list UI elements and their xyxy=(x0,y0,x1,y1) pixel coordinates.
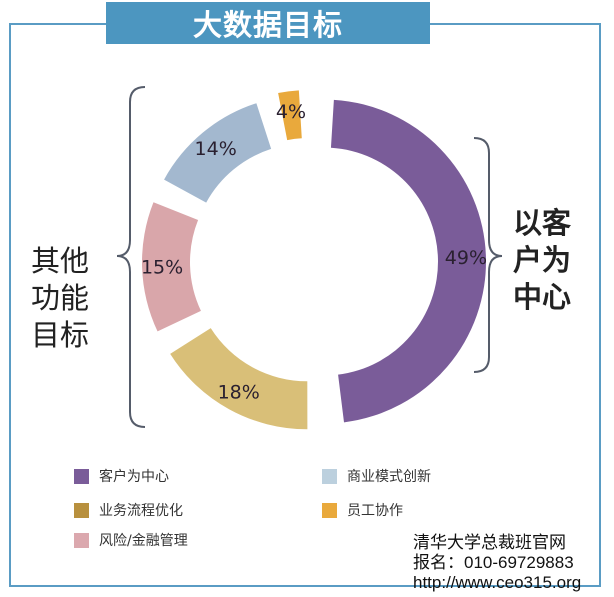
legend-item: 业务流程优化 xyxy=(74,500,183,520)
customer-centric-line: 以客 xyxy=(513,206,572,240)
slice-label: 18% xyxy=(218,382,260,404)
donut-slice xyxy=(170,328,308,430)
donut-slice xyxy=(330,99,486,423)
legend-label: 员工协作 xyxy=(347,503,403,519)
legend-swatch xyxy=(74,468,89,484)
other-goals-line: 目标 xyxy=(31,318,90,352)
legend-item: 员工协作 xyxy=(322,500,403,520)
legend-label: 商业模式创新 xyxy=(347,469,431,485)
other-goals-label: 其他 功能 目标 xyxy=(31,243,93,354)
other-goals-line: 功能 xyxy=(31,281,90,315)
slice-label: 15% xyxy=(141,257,183,279)
legend-swatch xyxy=(322,468,337,484)
customer-centric-line: 中心 xyxy=(513,280,572,314)
legend-label: 风险/金融管理 xyxy=(99,533,188,549)
right-brace xyxy=(473,137,503,373)
customer-centric-label: 以客 户为 中心 xyxy=(513,205,575,316)
chart-title: 大数据目标 xyxy=(106,2,430,44)
legend-swatch xyxy=(322,502,337,518)
left-brace xyxy=(116,86,146,428)
watermark: 清华大学总裁班官网 报名：010-69729883 http://www.ceo… xyxy=(413,533,581,593)
legend-label: 客户为中心 xyxy=(99,469,169,485)
donut-slice xyxy=(164,103,272,203)
other-goals-line: 其他 xyxy=(31,244,90,278)
slice-label: 4% xyxy=(276,101,306,123)
donut-slice xyxy=(278,90,302,141)
legend-swatch xyxy=(74,502,89,518)
watermark-url: http://www.ceo315.org xyxy=(413,573,582,592)
legend-swatch xyxy=(74,532,89,548)
slice-label: 14% xyxy=(195,138,237,160)
watermark-line: 报名：010-69729883 xyxy=(413,553,574,572)
legend-label: 业务流程优化 xyxy=(99,503,183,519)
legend-item: 商业模式创新 xyxy=(322,466,431,486)
watermark-line: 清华大学总裁班官网 xyxy=(413,533,566,552)
customer-centric-line: 户为 xyxy=(513,243,572,277)
donut-slice xyxy=(142,202,201,332)
legend-item: 风险/金融管理 xyxy=(74,530,188,550)
slice-label: 49% xyxy=(445,247,487,269)
legend-item: 客户为中心 xyxy=(74,466,169,486)
